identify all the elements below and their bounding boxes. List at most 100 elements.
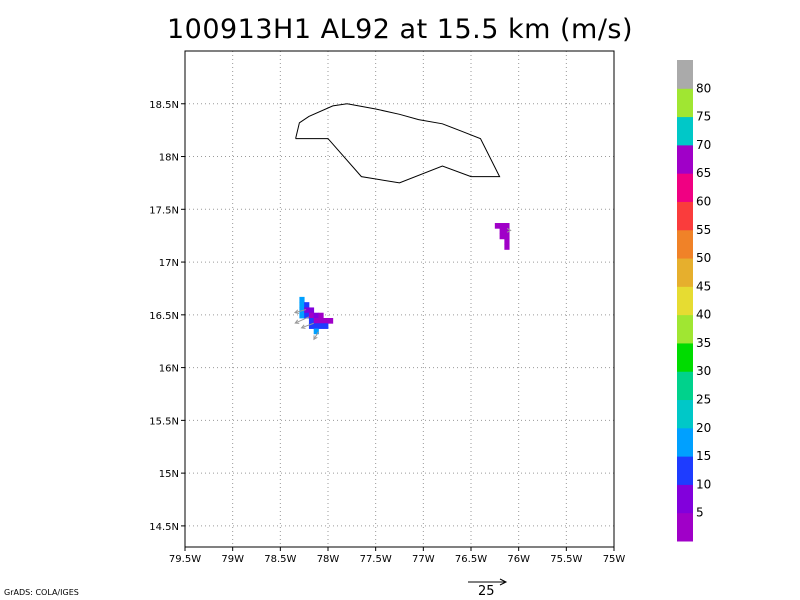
x-tick-label: 75W [603,554,626,565]
wind-speed-cell [499,223,505,229]
wind-vector-head [294,319,300,324]
wind-vector-head [293,309,299,315]
colorbar-label: 35 [696,336,711,350]
wind-speed-cell [304,307,310,314]
colorbar-segment [677,116,693,146]
wind-speed-cell [308,323,315,329]
colorbar-label: 80 [696,81,711,95]
wind-speed-cell [318,312,324,319]
wind-speed-cell [318,317,324,324]
x-tick-label: 75.5W [550,554,582,565]
wind-speed-cell [299,302,305,308]
colorbar-label: 75 [696,110,711,124]
y-tick-label: 14.5N [149,522,179,533]
y-tick-label: 17N [159,258,179,269]
wind-speed-cell [504,238,510,245]
colorbar-label: 50 [696,251,711,265]
x-tick-label: 79.5W [169,554,201,565]
colorbar-label: 60 [696,194,711,208]
y-tick-label: 18.5N [149,100,179,111]
x-tick-label: 76W [507,554,530,565]
wind-speed-cell [504,223,510,229]
colorbar-segment [677,484,693,514]
reference-vector [468,578,508,586]
wind-speed-cell [313,312,319,319]
colorbar-segment [677,427,693,457]
wind-speed-cell [304,302,310,308]
colorbar-segment [677,512,693,542]
wind-speed-cell [499,233,505,240]
colorbar: 5 10 15 20 25 30 35 40 45 50 55 60 65 70 75 80 [677,60,711,542]
colorbar-segment [677,342,693,372]
wind-speed-cell [299,296,305,303]
colorbar-segment [677,201,693,231]
colorbar-label: 5 [696,506,704,520]
wind-vector [301,322,314,329]
wind-speed-cell [499,228,505,234]
wind-vector [295,316,310,324]
colorbar-label: 55 [696,223,711,237]
colorbar-segment [677,456,693,485]
colorbar-label: 15 [696,449,711,463]
colorbar-label: 40 [696,308,711,322]
x-tick-label: 78.5W [264,554,296,565]
wind-speed-cells [299,223,510,335]
y-tick-label: 18N [159,153,179,164]
wind-speed-cell [328,317,334,324]
colorbar-segment [677,173,693,202]
wind-speed-cell [308,312,315,319]
colorbar-segment [677,144,693,174]
colorbar-segment [677,229,693,259]
colorbar-segment [677,88,693,118]
colorbar-label: 70 [696,138,711,152]
colorbar-label: 10 [696,477,711,491]
wind-speed-cell [313,317,319,324]
colorbar-label: 30 [696,364,711,378]
wind-speed-cell [299,312,305,319]
wind-speed-cell [313,323,319,329]
colorbar-label: 45 [696,279,711,293]
colorbar-segment [677,258,693,287]
wind-vector-head [300,324,306,329]
wind-speed-cell [504,233,510,240]
colorbar-segment [677,286,693,316]
wind-speed-cell [494,223,500,229]
wind-speed-cell [308,307,315,314]
y-tick-label: 15.5N [149,416,179,427]
map-frame [184,50,615,548]
jamaica-coastline [295,103,501,184]
x-tick-label: 77.5W [360,554,392,565]
colorbar-label: 25 [696,393,711,407]
y-tick-label: 15N [159,469,179,480]
grads-credit: GrADS: COLA/IGES [4,588,79,597]
wind-speed-cell [308,317,315,324]
lat-lon-grid [184,51,615,547]
wind-speed-cell [304,312,310,319]
wind-speed-cell [323,317,329,324]
colorbar-label: 65 [696,166,711,180]
wind-vectors [293,228,512,341]
wind-speed-cell [313,328,319,335]
colorbar-segment [677,314,693,344]
map-title: 100913H1 AL92 at 15.5 km (m/s) [166,14,634,45]
x-tick-label: 76.5W [455,554,487,565]
x-tick-label: 79W [221,554,244,565]
wind-speed-cell [504,244,510,250]
longitude-axis: 79.5W 79W 78.5W 78W 77.5W 77W 76.5W 76W 75.5W 75W [169,547,625,565]
y-tick-label: 16.5N [149,311,179,322]
colorbar-segment [677,371,693,401]
reference-vector-head [499,578,508,586]
x-tick-label: 78W [317,554,340,565]
latitude-axis: 14.5N 15N 15.5N 16N 16.5N 17N 17.5N 18N 18.5N [149,100,185,533]
wind-vector [313,331,319,340]
colorbar-segment [677,60,693,89]
x-tick-label: 77W [412,554,435,565]
colorbar-label: 20 [696,421,711,435]
colorbar-segment [677,399,693,429]
wind-speed-cell [323,323,329,329]
wind-speed-cell [318,323,324,329]
wind-vector [294,309,307,314]
reference-vector-label: 25 [478,584,495,599]
wind-speed-cell [504,228,510,234]
